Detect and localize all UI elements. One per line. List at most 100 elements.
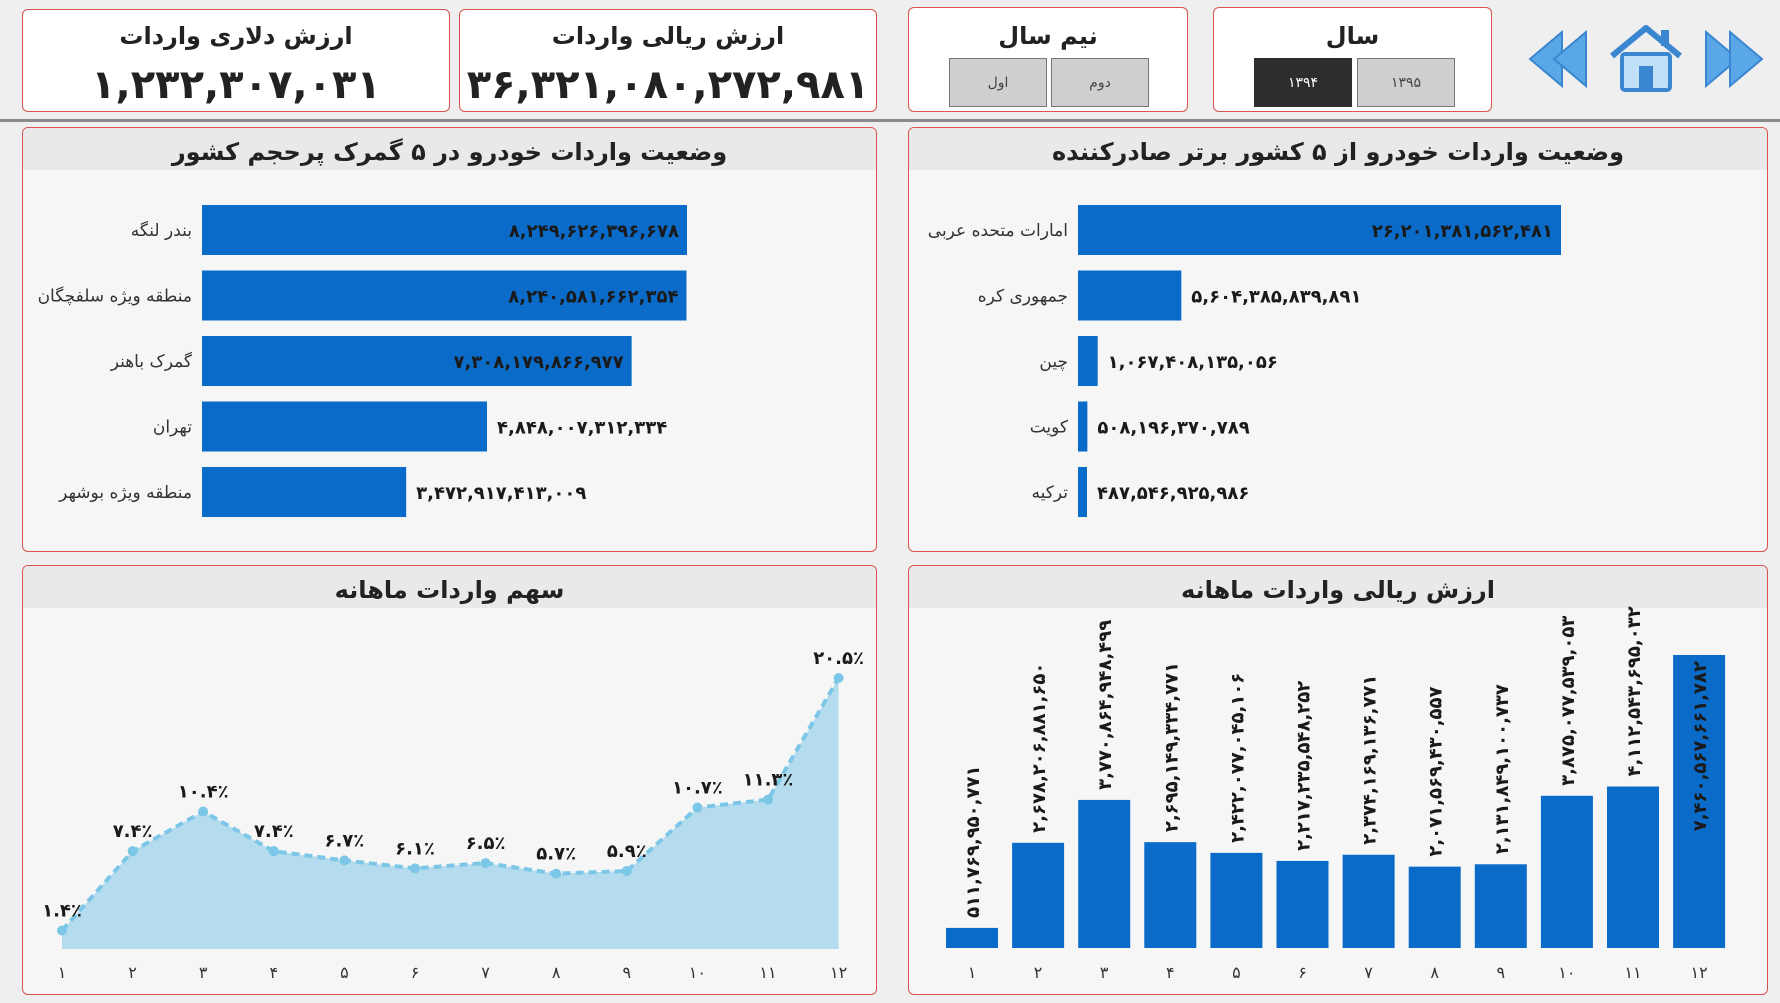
data-label: ۷.۴٪ (113, 821, 153, 842)
data-point (339, 855, 350, 866)
bar (202, 467, 407, 517)
bar (1078, 401, 1088, 452)
data-label: ۷,۴۶۰,۵۶۷,۶۶۱,۷۸۲ (1690, 661, 1711, 831)
data-label: ۵۰۸,۱۹۶,۳۷۰,۷۸۹ (1097, 418, 1249, 439)
data-label: ۲۶,۲۰۱,۳۸۱,۵۶۲,۴۸۱ (1372, 221, 1553, 242)
bar (1408, 866, 1461, 948)
kpi-dollar-card: ارزش دلاری واردات ۱,۲۳۲,۳۰۷,۰۳۱ (22, 9, 450, 112)
data-label: ۱۰.۷٪ (672, 778, 723, 799)
x-tick-label: ۱ (968, 963, 977, 982)
bar (1673, 655, 1726, 948)
x-tick-label: ۱۱ (1624, 963, 1641, 982)
data-label: ۲,۲۱۷,۲۳۵,۵۴۸,۲۵۲ (1294, 681, 1315, 851)
kpi-dollar-value: ۱,۲۳۲,۳۰۷,۰۳۱ (91, 62, 381, 108)
x-tick-label: ۱۲ (1691, 963, 1708, 982)
x-tick-label: ۹ (1497, 963, 1506, 982)
data-point (410, 863, 420, 874)
bar (1078, 467, 1087, 517)
category-label: گمرک باهنر (110, 351, 193, 372)
data-label: ۲,۶۷۸,۲۰۶,۸۸۱,۶۵۰ (1029, 663, 1050, 833)
year-option-1394[interactable]: ۱۳۹۴ (1254, 58, 1352, 107)
x-tick-label: ۲ (128, 963, 137, 982)
monthly-share-chart: ۱.۴٪ ۱ ۷.۴٪ ۲ ۱۰.۴٪ ۳ ۷.۴٪ ۴ ۶.۷٪ ۵ ۶.۱٪ ۶ ۶.۵٪ ۷ ۵.۷٪… (42, 648, 864, 982)
customs-chart: بندر لنگه ۸,۲۴۹,۶۲۶,۳۹۶,۶۷۸ منطقه ویژه سلف… (38, 205, 687, 517)
countries-chart: امارات متحده عربی ۲۶,۲۰۱,۳۸۱,۵۶۲,۴۸۱ جمهور… (928, 205, 1561, 517)
data-label: ۱.۴٪ (42, 900, 82, 921)
x-tick-label: ۸ (1430, 963, 1439, 982)
data-label: ۸,۲۴۰,۵۸۱,۶۶۲,۳۵۴ (508, 287, 678, 308)
x-tick-label: ۵ (340, 963, 349, 982)
half-year-title: نیم سال (998, 22, 1098, 50)
data-label: ۳,۷۷۰,۸۶۴,۹۴۸,۴۹۹ (1095, 620, 1116, 790)
x-tick-label: ۲ (1034, 963, 1043, 982)
data-point (198, 806, 209, 817)
forward-icon[interactable] (1700, 28, 1766, 90)
customs-chart-panel: وضعیت واردات خودرو در ۵ گمرک پرحجم کشور … (22, 127, 877, 552)
kpi-rial-title: ارزش ریالی واردات (551, 22, 785, 50)
category-label: منطقه ویژه بوشهر (58, 483, 192, 503)
monthly-share-title: سهم واردات ماهانه (23, 566, 876, 608)
half-year-option-first[interactable]: اول (949, 58, 1047, 107)
x-tick-label: ۶ (1298, 963, 1307, 982)
area-fill (62, 678, 839, 949)
kpi-rial-card: ارزش ریالی واردات ۳۶,۳۲۱,۰۸۰,۲۷۲,۹۸۱ (459, 9, 877, 112)
x-tick-label: ۹ (623, 963, 632, 982)
data-label: ۱۰.۴٪ (178, 782, 229, 803)
data-label: ۱,۰۶۷,۴۰۸,۱۳۵,۰۵۶ (1108, 352, 1278, 373)
category-label: ترکیه (1032, 483, 1069, 503)
bar (1078, 336, 1098, 386)
bar (1474, 864, 1527, 948)
data-label: ۲,۳۷۴,۱۶۹,۱۳۶,۷۷۱ (1360, 675, 1381, 845)
data-point (833, 673, 844, 683)
x-tick-label: ۶ (411, 963, 420, 982)
kpi-rial-value: ۳۶,۳۲۱,۰۸۰,۲۷۲,۹۸۱ (466, 62, 870, 108)
category-label: منطقه ویژه سلفچگان (38, 286, 192, 307)
data-label: ۳,۸۷۵,۰۷۷,۵۳۹,۰۵۳ (1558, 616, 1579, 786)
data-label: ۳,۴۷۲,۹۱۷,۴۱۳,۰۰۹ (416, 483, 586, 504)
year-slicer: سال ۱۳۹۵ ۱۳۹۴ (1213, 7, 1492, 112)
half-year-option-second[interactable]: دوم (1051, 58, 1149, 107)
data-label: ۶.۷٪ (325, 830, 365, 851)
countries-chart-panel: وضعیت واردات خودرو از ۵ کشور برتر صادرکن… (908, 127, 1768, 552)
bar (202, 205, 687, 255)
x-tick-label: ۱۰ (689, 963, 706, 982)
bar (202, 270, 687, 321)
data-label: ۴,۱۱۲,۵۴۳,۶۹۵,۰۳۲ (1624, 606, 1645, 776)
bar (1607, 786, 1659, 948)
category-label: کویت (1030, 418, 1069, 438)
bar (202, 401, 488, 452)
monthly-rial-panel: ارزش ریالی واردات ماهانه ۵۱۱,۷۶۹,۹۵۰,۷۷۱… (908, 565, 1768, 995)
data-label: ۲,۶۹۵,۱۴۹,۳۳۴,۷۷۱ (1161, 662, 1182, 832)
x-tick-label: ۵ (1232, 963, 1241, 982)
half-year-slicer: نیم سال دوم اول (908, 7, 1188, 112)
year-option-1395[interactable]: ۱۳۹۵ (1357, 58, 1455, 107)
bar (1078, 205, 1561, 255)
data-label: ۲,۱۳۱,۸۴۹,۱۰۰,۷۳۷ (1492, 684, 1513, 854)
x-tick-label: ۷ (1364, 963, 1373, 982)
series-line (60, 676, 841, 932)
bar (1012, 842, 1065, 948)
bar (1210, 852, 1263, 948)
data-label: ۱۱.۳٪ (743, 770, 794, 791)
home-icon[interactable] (1606, 22, 1686, 94)
bar (1144, 842, 1197, 948)
monthly-rial-title: ارزش ریالی واردات ماهانه (909, 566, 1767, 608)
header-divider (0, 119, 1780, 122)
data-point (692, 802, 703, 813)
back-icon[interactable] (1526, 28, 1592, 90)
data-point (57, 925, 67, 936)
bar (1078, 799, 1131, 948)
x-tick-label: ۸ (552, 963, 561, 982)
category-label: تهران (153, 418, 192, 438)
bar (1078, 270, 1182, 321)
x-tick-label: ۱۲ (830, 963, 847, 982)
x-tick-label: ۴ (1166, 963, 1175, 982)
x-tick-label: ۳ (1100, 963, 1109, 982)
year-title: سال (1325, 22, 1380, 50)
data-point (268, 846, 279, 857)
data-label: ۶.۱٪ (395, 838, 435, 859)
data-label: ۶.۵٪ (466, 833, 506, 854)
bar (946, 927, 998, 948)
customs-chart-title: وضعیت واردات خودرو در ۵ گمرک پرحجم کشور (23, 128, 876, 170)
data-label: ۴,۸۴۸,۰۰۷,۳۱۲,۳۳۴ (497, 418, 667, 439)
